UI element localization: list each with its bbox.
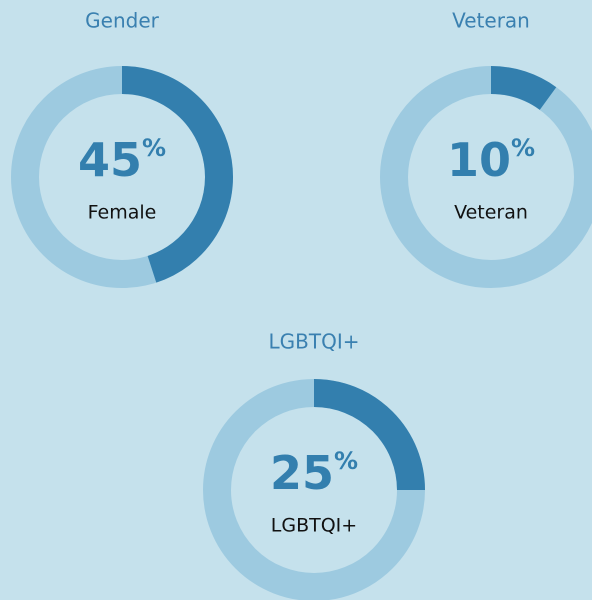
value-number: 25 [270, 446, 334, 500]
category-label: Veteran [454, 202, 528, 224]
value-number: 10 [447, 133, 511, 187]
value-unit: % [142, 134, 166, 162]
donut-segment [490, 66, 557, 111]
chart-title: Gender [85, 9, 159, 33]
category-label: LGBTQI+ [271, 515, 357, 537]
value-unit: % [334, 447, 358, 475]
value-number: 45 [78, 133, 142, 187]
chart-title: Veteran [452, 9, 530, 33]
value-label: 10% [447, 133, 535, 187]
value-label: 45% [78, 133, 166, 187]
value-unit: % [511, 134, 535, 162]
donut-segment [313, 379, 425, 491]
donut-segment [121, 66, 233, 283]
value-label: 25% [270, 446, 358, 500]
chart-title: LGBTQI+ [269, 330, 360, 354]
category-label: Female [88, 202, 157, 224]
